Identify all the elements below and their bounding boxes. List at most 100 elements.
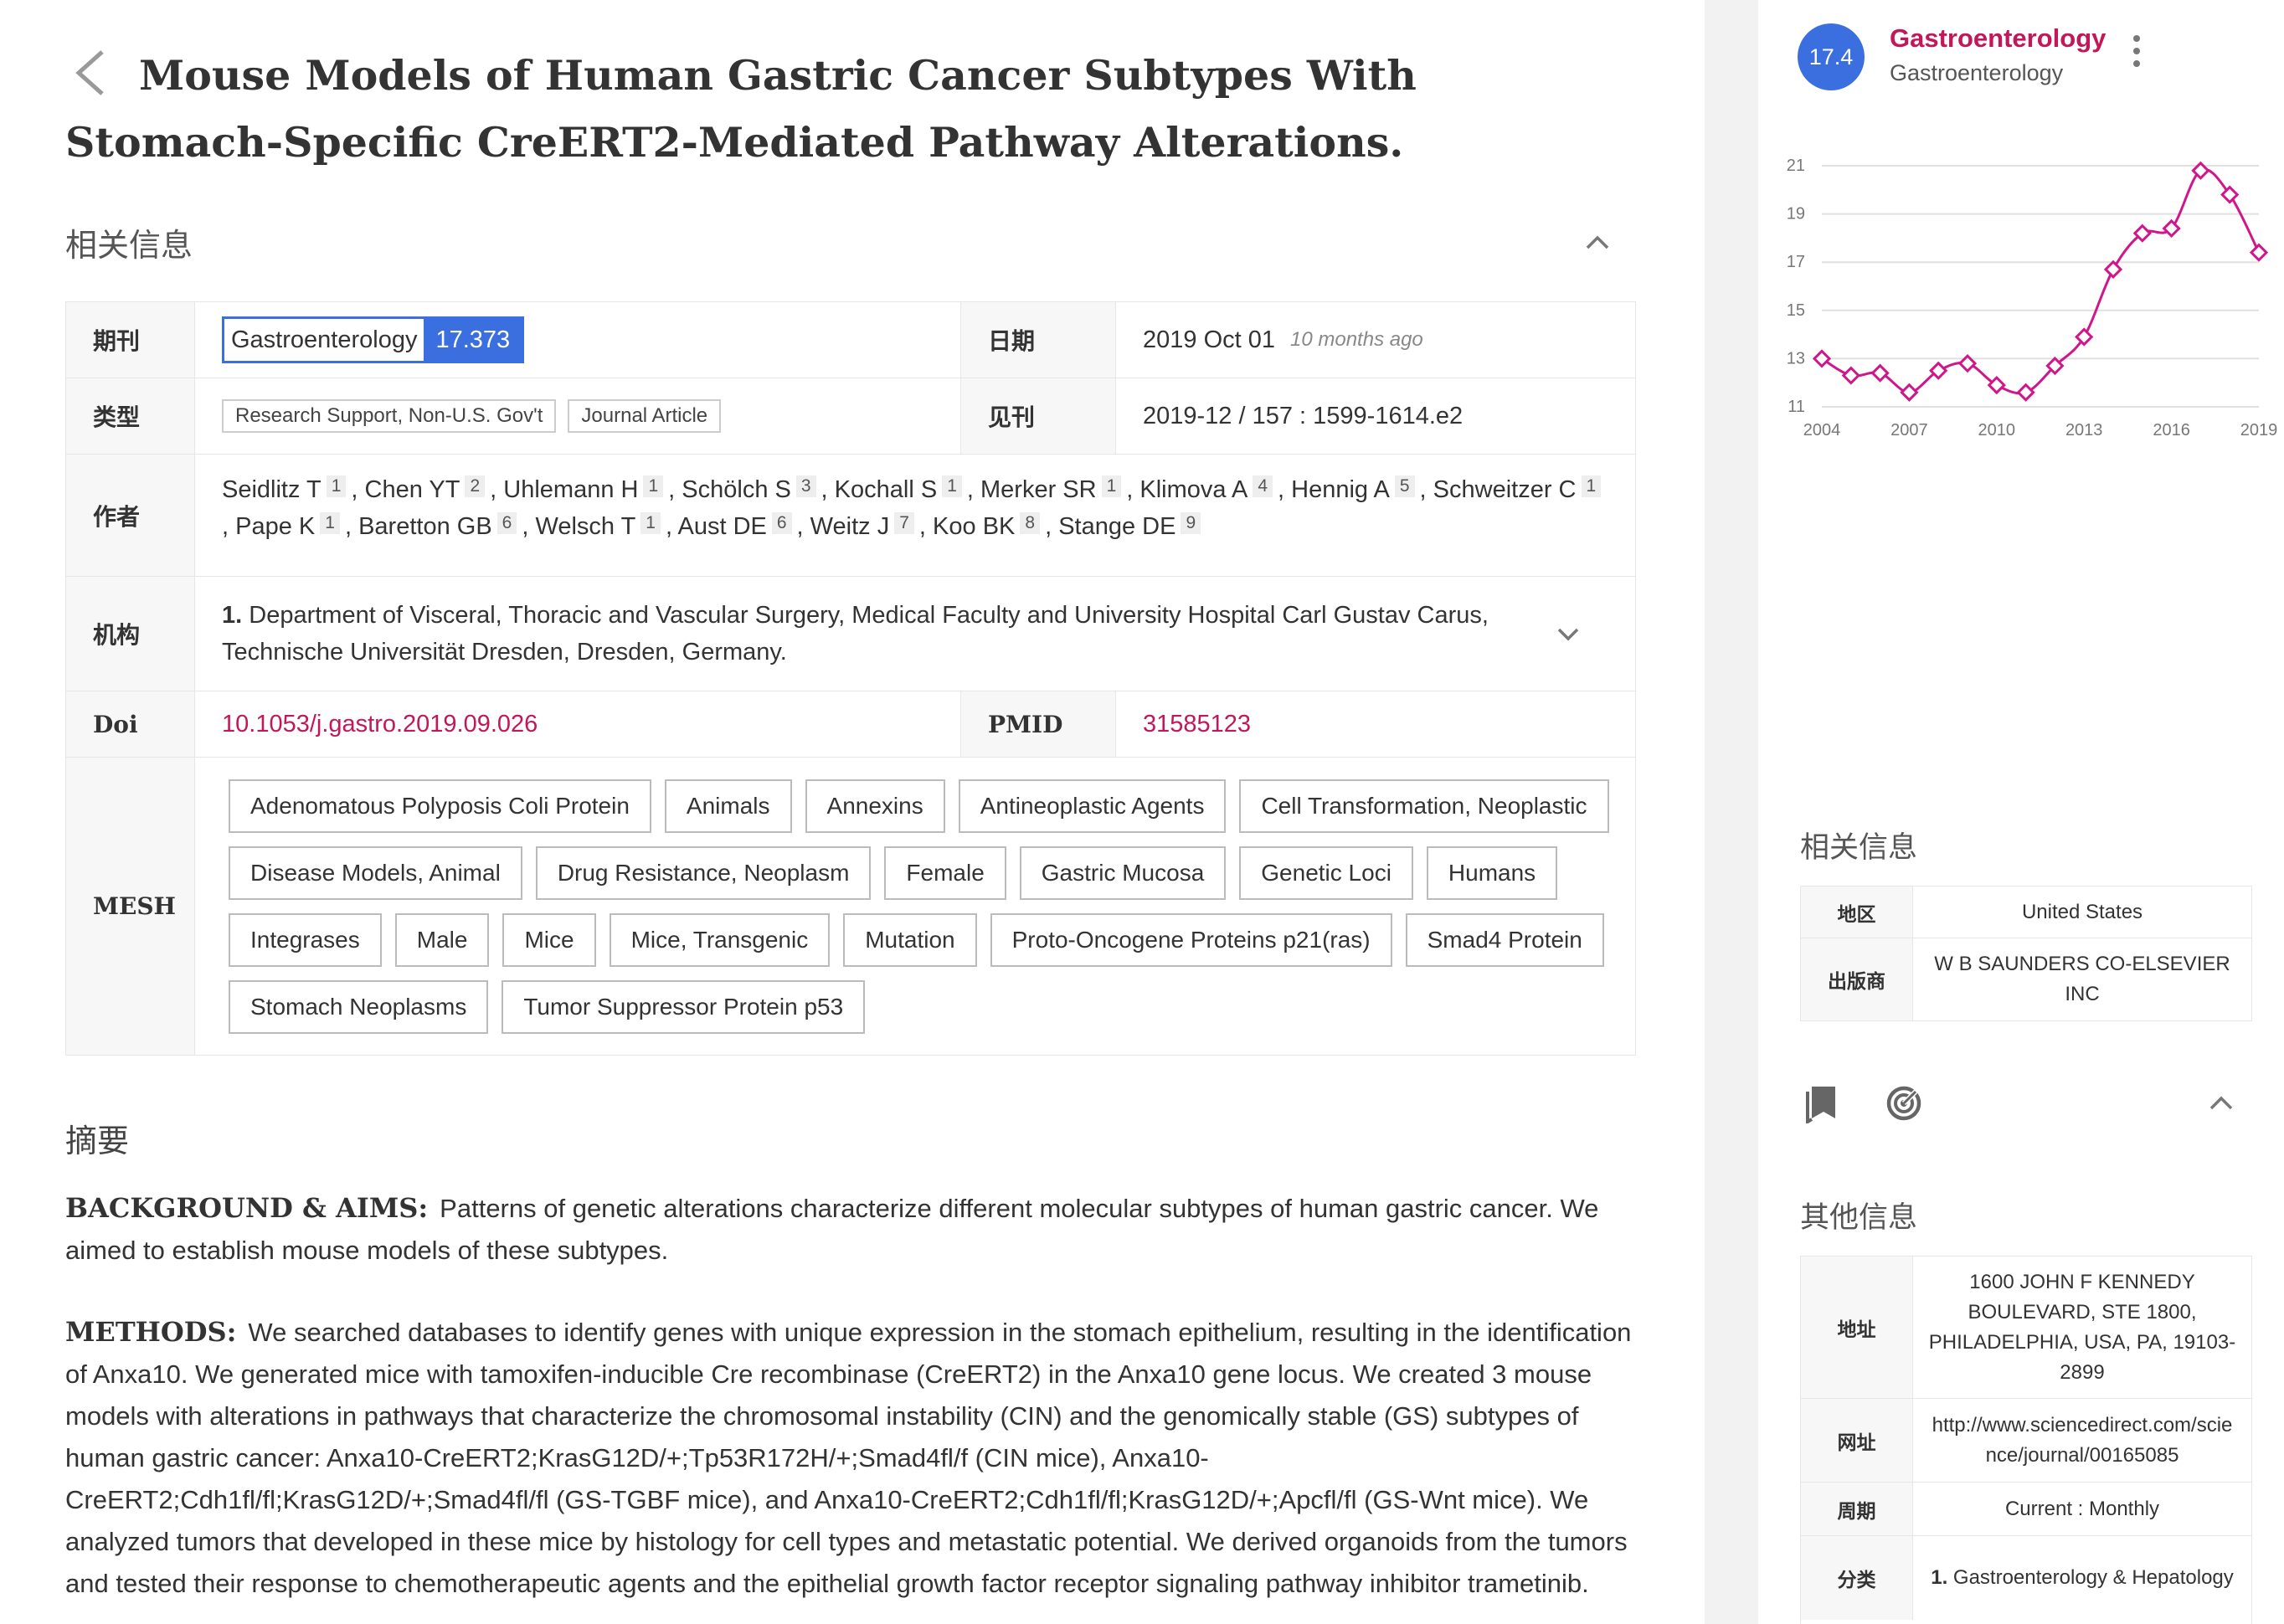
doi-link[interactable]: 10.1053/j.gastro.2019.09.026	[222, 710, 538, 737]
other-row: 地址 1600 JOHN F KENNEDY BOULEVARD, STE 18…	[1801, 1257, 2251, 1399]
author-name[interactable]: Uhlemann H	[503, 476, 639, 503]
author-item: Koo BK 8,	[933, 512, 1059, 540]
mesh-tag[interactable]: Mice, Transgenic	[609, 912, 831, 967]
type-tag[interactable]: Journal Article	[568, 399, 722, 433]
chart-data-point	[1957, 354, 1978, 373]
author-affiliation-number: 1	[326, 475, 347, 497]
chart-data-point	[2249, 243, 2269, 262]
journal-badge[interactable]: Gastroenterology 17.373	[222, 316, 525, 363]
author-name[interactable]: Aust DE	[677, 513, 767, 540]
related-row: 出版商 W B SAUNDERS CO-ELSEVIER INC	[1801, 938, 2251, 1020]
address-label: 地址	[1801, 1257, 1913, 1398]
date-value: 2019 Oct 01	[1143, 326, 1275, 353]
mesh-row: MESH Adenomatous Polyposis Coli Protein A…	[66, 758, 1635, 1055]
sidebar-other-table: 地址 1600 JOHN F KENNEDY BOULEVARD, STE 18…	[1800, 1256, 2252, 1624]
mesh-tag[interactable]: Smad4 Protein	[1405, 912, 1604, 967]
author-name[interactable]: Stange DE	[1058, 513, 1176, 540]
sidebar-related-table: 地区 United States 出版商 W B SAUNDERS CO-ELS…	[1800, 886, 2252, 1021]
author-name[interactable]: Koo BK	[933, 513, 1016, 540]
mesh-tag[interactable]: Stomach Neoplasms	[229, 979, 489, 1034]
chart-x-tick-label: 2016	[2153, 421, 2190, 439]
expand-institution-chevron-down-icon[interactable]	[1555, 620, 1582, 647]
chart-y-tick-label: 21	[1787, 157, 1805, 175]
author-name[interactable]: Schölch S	[682, 476, 791, 503]
institution-text: Department of Visceral, Thoracic and Vas…	[222, 602, 1489, 666]
mesh-tag[interactable]: Mice	[502, 912, 596, 967]
impact-factor: 17.373	[424, 319, 522, 361]
author-affiliation-number: 6	[496, 512, 517, 534]
background-label: BACKGROUND & AIMS:	[65, 1192, 429, 1224]
impact-factor-badge: 17.4	[1798, 23, 1865, 90]
institution-cell: 1. Department of Visceral, Thoracic and …	[195, 577, 1635, 691]
author-name[interactable]: Pape K	[235, 513, 316, 540]
author-affiliation-number: 8	[1020, 512, 1041, 534]
abstract-heading: 摘要	[65, 1124, 130, 1159]
sidebar-journal-title[interactable]: Gastroenterology	[1890, 23, 2107, 53]
author-name[interactable]: Seidlitz T	[222, 476, 322, 503]
mesh-tag[interactable]: Adenomatous Polyposis Coli Protein	[229, 779, 651, 833]
institution-number: 1.	[222, 602, 243, 629]
chart-data-point	[2191, 161, 2210, 180]
mesh-tag[interactable]: Humans	[1426, 845, 1558, 900]
collapse-info-chevron-up-icon[interactable]	[1581, 226, 1614, 260]
journal-cell: Gastroenterology 17.373	[195, 302, 960, 378]
chart-data-point	[2045, 356, 2065, 376]
frequency-value: Current : Monthly	[2004, 1497, 2160, 1520]
author-name[interactable]: Weitz J	[810, 513, 890, 540]
abstract-background: BACKGROUND & AIMS: Patterns of genetic al…	[65, 1187, 1639, 1272]
author-affiliation-number: 3	[795, 475, 816, 497]
mesh-tag[interactable]: Gastric Mucosa	[1019, 845, 1227, 900]
author-name[interactable]: Kochall S	[834, 476, 938, 503]
mesh-tag[interactable]: Integrases	[229, 912, 382, 967]
author-name[interactable]: Schweitzer C	[1433, 476, 1577, 503]
mesh-tag[interactable]: Annexins	[805, 779, 945, 833]
mesh-tag[interactable]: Female	[884, 845, 1006, 900]
mesh-tag[interactable]: Cell Transformation, Neoplastic	[1239, 779, 1609, 833]
author-name[interactable]: Chen YT	[364, 476, 460, 503]
mesh-tag[interactable]: Drug Resistance, Neoplasm	[535, 845, 872, 900]
category-number: 1.	[1931, 1566, 1948, 1589]
journal-label: 期刊	[66, 302, 195, 378]
mesh-tag[interactable]: Disease Models, Animal	[229, 845, 522, 900]
category-value: 1. Gastroenterology & Hepatology	[1913, 1536, 2251, 1620]
chart-series-line	[1821, 167, 2261, 395]
journal-date-row: 期刊 Gastroenterology 17.373 日期 2019 Oct 0…	[66, 302, 1635, 378]
author-affiliation-number: 1	[320, 512, 340, 534]
radar-icon[interactable]	[1885, 1085, 1922, 1122]
mesh-tag[interactable]: Antineoplastic Agents	[958, 779, 1227, 833]
institution-label: 机构	[66, 577, 195, 691]
mesh-tag[interactable]: Genetic Loci	[1239, 845, 1413, 900]
published-value: 2019-12 / 157 : 1599-1614.e2	[1143, 402, 1464, 429]
bookmark-icon[interactable]	[1805, 1085, 1839, 1123]
author-name[interactable]: Klimova A	[1139, 476, 1248, 503]
mesh-tag[interactable]: Proto-Oncogene Proteins p21(ras)	[990, 912, 1392, 967]
author-name[interactable]: Hennig A	[1291, 476, 1390, 503]
info-section-heading: 相关信息	[65, 229, 193, 264]
mesh-tag[interactable]: Male	[394, 912, 490, 967]
chevron-up-icon[interactable]	[2207, 1090, 2235, 1118]
doi-label: Doi	[66, 691, 195, 757]
author-item: Chen YT 2,	[364, 475, 504, 503]
mesh-tag[interactable]: Animals	[664, 779, 792, 833]
type-tag[interactable]: Research Support, Non-U.S. Gov't	[222, 399, 557, 433]
chart-y-tick-label: 15	[1787, 301, 1805, 320]
sidebar-other-heading: 其他信息	[1800, 1201, 1918, 1234]
category-text: Gastroenterology & Hepatology	[1952, 1566, 2234, 1589]
chart-data-point	[1900, 383, 1919, 402]
mesh-tag[interactable]: Mutation	[843, 912, 977, 967]
author-name[interactable]: Merker SR	[980, 476, 1097, 503]
website-link[interactable]: http://www.sciencedirect.com/science/jou…	[1932, 1413, 2233, 1467]
chart-data-point	[1987, 375, 2006, 395]
more-vert-icon[interactable]	[2133, 35, 2140, 73]
author-name[interactable]: Welsch T	[535, 513, 636, 540]
author-name[interactable]: Baretton GB	[358, 513, 492, 540]
pmid-link[interactable]: 31585123	[1143, 710, 1252, 737]
mesh-tag[interactable]: Tumor Suppressor Protein p53	[502, 979, 866, 1034]
chart-x-tick-label: 2013	[2065, 421, 2103, 439]
back-arrow-icon[interactable]	[70, 49, 111, 97]
